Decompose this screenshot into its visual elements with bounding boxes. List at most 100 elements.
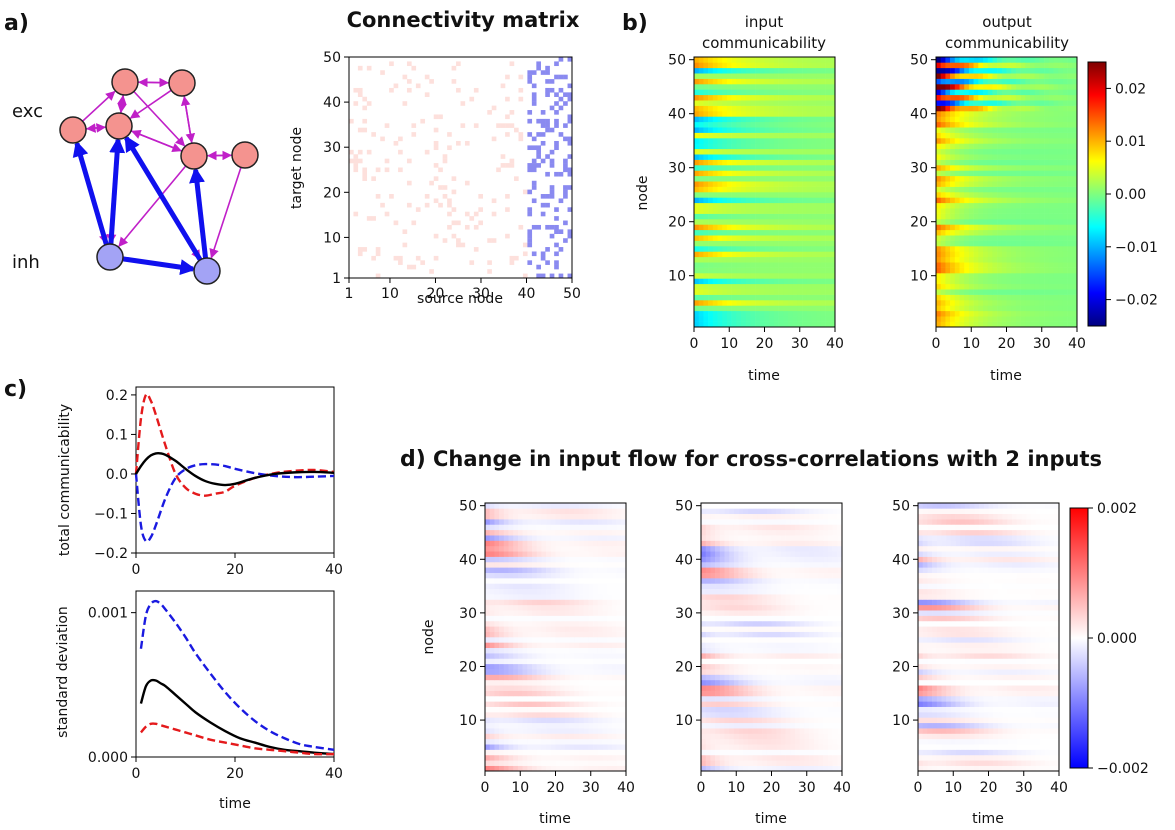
heatmap-cell	[987, 305, 993, 312]
heatmap-cell	[992, 181, 998, 187]
heatmap-cell	[759, 84, 765, 90]
heatmap-cell	[717, 278, 723, 285]
heatmap-cell	[731, 89, 737, 96]
heatmap-cell	[940, 235, 946, 241]
heatmap-cell	[583, 658, 589, 665]
heatmap-cell	[550, 695, 556, 702]
heatmap-cell	[788, 57, 793, 63]
heatmap-cell	[513, 647, 519, 654]
heatmap-cell	[602, 567, 608, 573]
heatmap-cell	[954, 84, 960, 90]
heatmap-cell	[485, 631, 490, 638]
heatmap-cell	[992, 267, 998, 274]
heatmap-cell	[1011, 310, 1017, 317]
heatmap-cell	[616, 508, 622, 515]
heatmap-cell	[541, 706, 547, 713]
heatmap-cell	[726, 138, 732, 144]
heatmap-cell	[726, 310, 732, 317]
heatmap-cell	[550, 658, 556, 665]
heatmap-cell	[597, 722, 603, 729]
heatmap-cell	[564, 738, 570, 745]
heatmap-cell	[769, 283, 775, 290]
heatmap-cell	[940, 181, 946, 187]
heatmap-cell	[731, 229, 737, 236]
heatmap-cell	[764, 175, 770, 182]
heatmap-cell	[1034, 175, 1040, 182]
heatmap-cell	[527, 679, 533, 686]
heatmap-cell	[722, 143, 728, 150]
heatmap-cell	[816, 89, 822, 96]
heatmap-cell	[1058, 273, 1064, 279]
heatmap-cell	[532, 706, 537, 713]
heatmap-cell	[546, 669, 552, 675]
heatmap-cell	[778, 197, 784, 204]
heatmap-cell	[1025, 186, 1031, 193]
heatmap-cell	[485, 529, 490, 536]
heatmap-cell	[959, 224, 965, 231]
heatmap-cell	[811, 159, 817, 166]
heatmap-cell	[522, 690, 528, 697]
heatmap-cell	[945, 208, 951, 214]
heatmap-cell	[579, 685, 584, 691]
heatmap-cell	[1072, 84, 1078, 90]
heatmap-cell	[936, 94, 941, 101]
heatmap-cell	[983, 57, 988, 63]
heatmap-cell	[508, 653, 514, 659]
heatmap-cell	[973, 148, 979, 155]
heatmap-cell	[694, 305, 699, 312]
heatmap-cell	[816, 229, 822, 236]
connectivity-cell	[438, 185, 443, 190]
heatmap-cell	[816, 246, 822, 252]
heatmap-cell	[987, 138, 993, 144]
heatmap-cell	[698, 283, 704, 290]
heatmap-cell	[764, 219, 770, 225]
heatmap-cell	[783, 89, 789, 96]
heatmap-cell	[508, 567, 514, 573]
heatmap-cell	[546, 701, 552, 707]
heatmap-cell	[736, 289, 742, 295]
heatmap-cell	[797, 262, 803, 268]
heatmap-cell	[1015, 224, 1021, 231]
heatmap-cell	[825, 300, 831, 306]
heatmap-cell	[773, 273, 779, 279]
heatmap-cell	[1062, 111, 1068, 117]
connectivity-cell	[478, 220, 483, 226]
heatmap-cell	[499, 545, 505, 552]
heatmap-cell	[1048, 321, 1054, 328]
heatmap-cell	[802, 251, 808, 258]
heatmap-cell	[731, 310, 737, 317]
heatmap-cell	[755, 289, 761, 295]
heatmap-cell	[494, 653, 500, 659]
heatmap-cell	[1020, 62, 1026, 69]
connectivity-cell	[438, 167, 443, 173]
heatmap-cell	[616, 712, 622, 718]
connectivity-cell	[531, 92, 537, 97]
heatmap-cell	[1001, 181, 1007, 187]
heatmap-cell	[712, 73, 718, 79]
heatmap-cell	[708, 229, 714, 236]
heatmap-cell	[802, 89, 808, 96]
heatmap-cell	[992, 138, 998, 144]
heatmap-cell	[698, 213, 704, 220]
heatmap-cell	[522, 529, 528, 536]
heatmap-cell	[611, 754, 617, 761]
heatmap-cell	[536, 760, 542, 766]
heatmap-cell	[564, 728, 570, 734]
heatmap-cell	[508, 540, 514, 547]
heatmap-cell	[1030, 138, 1035, 144]
heatmap-cell	[983, 262, 988, 268]
heatmap-cell	[550, 620, 556, 627]
heatmap-cell	[1025, 240, 1031, 247]
heatmap-cell	[1053, 251, 1059, 258]
heatmap-cell	[621, 535, 627, 541]
heatmap-cell	[583, 760, 589, 766]
heatmap-cell	[741, 240, 746, 247]
heatmap-cell	[597, 599, 603, 606]
heatmap-cell	[825, 305, 831, 312]
heatmap-cell	[987, 262, 993, 268]
heatmap-cell	[569, 679, 575, 686]
heatmap-cell	[940, 127, 946, 133]
connectivity-cell	[447, 224, 452, 230]
heatmap-cell	[1030, 127, 1035, 133]
heatmap-cell	[1025, 278, 1031, 285]
